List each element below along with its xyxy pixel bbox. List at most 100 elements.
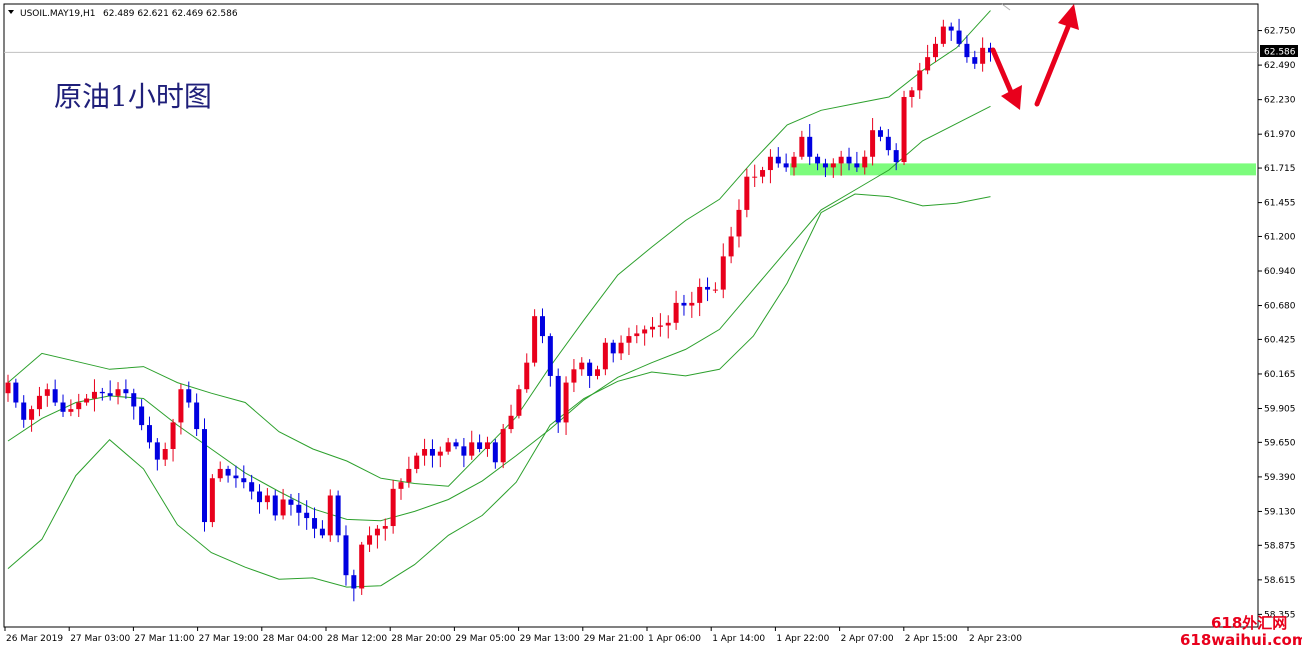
candle-body — [13, 382, 19, 403]
candle-body — [68, 409, 74, 412]
candle-body — [461, 446, 467, 456]
y-tick-label: 58.615 — [1264, 576, 1296, 586]
ohlc-label: 62.489 62.621 62.469 62.586 — [103, 9, 238, 19]
plot-frame — [3, 3, 1259, 628]
candle-body — [241, 478, 247, 483]
candle-body — [720, 256, 726, 290]
candle-body — [445, 442, 451, 452]
candle-body — [319, 528, 325, 536]
candle-body — [21, 402, 27, 420]
candle-body — [233, 475, 239, 479]
y-tick-label: 62.490 — [1264, 61, 1296, 71]
candle-body — [91, 391, 97, 399]
current-price-label: 62.586 — [1264, 48, 1296, 58]
candle-body — [689, 302, 695, 306]
y-tick-label: 60.165 — [1264, 370, 1296, 380]
x-tick-label: 2 Apr 07:00 — [841, 634, 894, 644]
candle-body — [288, 499, 294, 505]
candle-body — [249, 482, 255, 492]
candle-body — [712, 289, 718, 291]
candle-body — [390, 488, 396, 527]
watermark-line1: 618外汇网 — [1211, 614, 1287, 632]
candle-body — [202, 429, 207, 523]
x-axis: 26 Mar 2019 27 Mar 03:00 27 Mar 11:00 27 Ma… — [4, 627, 1022, 644]
candle-body — [257, 491, 263, 503]
candle-body — [940, 26, 946, 44]
candle-body — [296, 504, 302, 513]
candle-body — [44, 389, 50, 396]
watermark-line2: 618waihui.com — [1180, 631, 1302, 649]
candle-body — [123, 389, 129, 394]
candle-body — [626, 336, 632, 343]
candle-body — [209, 478, 215, 523]
candle-body — [673, 302, 679, 323]
candle-body — [264, 495, 270, 503]
candle-body — [752, 176, 758, 178]
dropdown-triangle-icon[interactable] — [8, 10, 14, 14]
candle-body — [618, 342, 624, 354]
candle-body — [736, 209, 742, 237]
candle-body — [5, 382, 11, 394]
candle-body — [760, 170, 766, 177]
candle-body — [532, 316, 538, 363]
candle-body — [988, 47, 993, 53]
candle-body — [115, 389, 121, 396]
candle-body — [107, 393, 113, 396]
x-tick-label: 29 Mar 05:00 — [455, 634, 515, 644]
bollinger-upper-band — [7, 10, 991, 487]
candle-body — [634, 333, 640, 337]
candle-body — [744, 176, 750, 210]
candle-body — [925, 57, 931, 71]
candle-body — [186, 389, 192, 403]
candle-body — [398, 482, 404, 489]
candle-body — [948, 26, 954, 31]
y-tick-label: 61.715 — [1264, 164, 1296, 174]
candle-body — [893, 150, 899, 163]
candle-body — [822, 163, 828, 168]
y-axis: 62.750 62.490 62.230 61.970 61.715 61.455 61.2… — [1258, 27, 1296, 620]
candle-body — [980, 47, 986, 64]
candle-body — [587, 362, 593, 376]
y-tick-label: 61.200 — [1264, 232, 1296, 242]
candle-body — [956, 30, 962, 44]
candle-body — [571, 369, 577, 383]
chart-annotation-title: 原油1小时图 — [54, 80, 212, 113]
candle-body — [815, 156, 821, 164]
candle-body — [225, 468, 231, 476]
x-tick-label: 27 Mar 19:00 — [199, 634, 259, 644]
candle-body — [52, 389, 58, 403]
x-tick-label: 28 Mar 12:00 — [327, 634, 387, 644]
y-tick-label: 62.750 — [1264, 27, 1296, 37]
candle-body — [343, 535, 349, 576]
x-tick-label: 1 Apr 14:00 — [712, 634, 765, 644]
candle-body — [650, 326, 656, 330]
y-tick-label: 59.130 — [1264, 507, 1296, 517]
y-tick-label: 60.680 — [1264, 302, 1296, 312]
candle-body — [374, 528, 380, 536]
candle-body — [194, 402, 200, 430]
candle-body — [862, 156, 868, 168]
y-tick-label: 58.875 — [1264, 541, 1296, 551]
candle-body — [602, 342, 608, 370]
current-price-badge — [1260, 45, 1298, 57]
candle-body — [964, 43, 970, 58]
candle-body — [484, 442, 490, 449]
candle-body — [351, 575, 357, 589]
candle-body — [830, 163, 836, 168]
candle-body — [29, 409, 35, 420]
candle-body — [162, 449, 168, 460]
candle-body — [500, 429, 506, 463]
candle-body — [783, 163, 789, 168]
candle-body — [901, 96, 907, 163]
candle-body — [178, 389, 184, 423]
candle-body — [917, 70, 923, 91]
candle-body — [422, 449, 428, 456]
candle-body — [705, 286, 711, 290]
candle-body — [508, 415, 514, 430]
candlestick-series — [5, 18, 993, 602]
candle-body — [414, 455, 420, 469]
y-tick-label: 61.970 — [1264, 130, 1296, 140]
candle-body — [642, 329, 648, 334]
candle-body — [154, 442, 160, 460]
